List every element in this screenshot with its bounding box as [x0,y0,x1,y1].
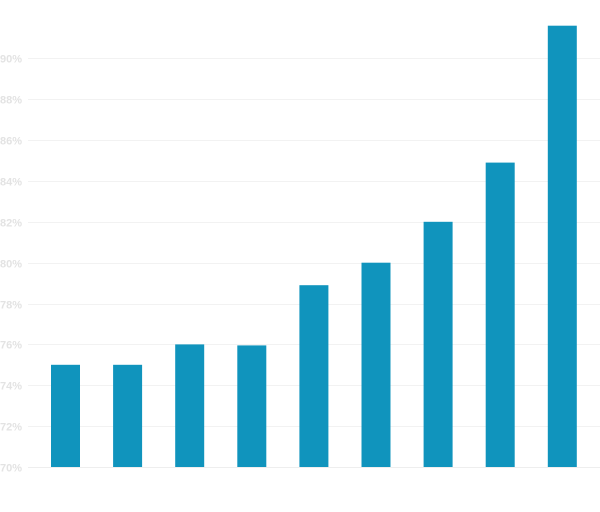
y-axis-tick-labels: 70% 72% 74% 76% 78% 80% 82% 84% 86% 88% 90% [0,54,22,475]
y-tick-label: 84% [0,177,22,189]
bar [485,162,515,467]
y-tick-label: 82% [0,218,22,230]
bar [113,364,143,467]
bar [299,285,329,467]
bar [423,221,453,467]
y-tick-label: 78% [0,300,22,312]
bar [547,25,577,467]
y-tick-label: 74% [0,381,22,393]
y-tick-label: 80% [0,259,22,271]
bar [175,344,205,467]
y-tick-label: 76% [0,340,22,352]
y-tick-label: 70% [0,463,22,475]
y-tick-label: 88% [0,95,22,107]
bar-series [51,25,577,467]
bar [361,262,391,467]
bar [51,364,80,467]
y-tick-label: 72% [0,422,22,434]
y-tick-label: 90% [0,54,22,66]
bar [237,345,267,467]
y-tick-label: 86% [0,136,22,148]
